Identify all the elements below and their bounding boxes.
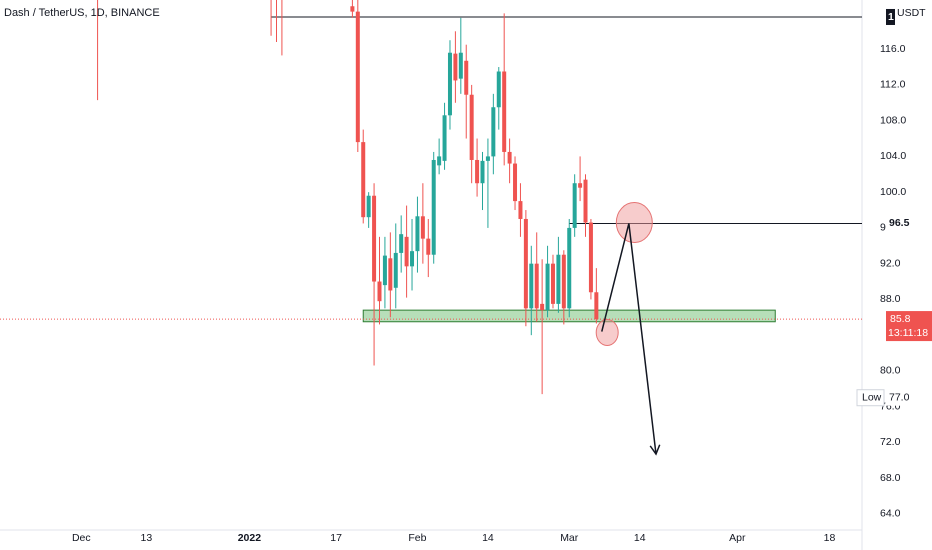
x-tick-label: 14 (482, 532, 494, 544)
candle-body (485, 156, 490, 161)
candle-body (491, 107, 496, 157)
y-tick-label: 92.0 (880, 257, 901, 269)
candle-body (572, 183, 577, 228)
y-tick-label: 116.0 (880, 43, 906, 55)
candle-body (475, 159, 480, 184)
line-label-box (886, 215, 912, 232)
candle-body (583, 179, 588, 223)
y-tick-label: 80.0 (880, 365, 901, 377)
candle-body (469, 94, 474, 160)
x-tick-label: Dec (72, 532, 91, 544)
x-tick-label: 2022 (238, 532, 262, 544)
candle-body (382, 255, 387, 286)
candle-body (393, 252, 398, 288)
candle-body (523, 218, 528, 309)
candle-body (361, 142, 366, 218)
candle-body (447, 52, 452, 116)
candle-body (578, 183, 583, 188)
candle-body (404, 236, 409, 267)
candle-body (355, 11, 360, 143)
line-label: 1 (888, 11, 894, 23)
candle-body (366, 195, 371, 218)
candle-body (437, 156, 442, 166)
candle-body (507, 151, 512, 164)
highlight-circle (615, 202, 653, 244)
candle-body (464, 60, 469, 95)
y-tick-label: 100.0 (880, 186, 906, 198)
candle-body (350, 6, 355, 12)
candle-body (534, 263, 539, 309)
candle-body (529, 263, 534, 309)
candle-body (426, 238, 431, 255)
line-label-box (886, 8, 895, 25)
candle-body (502, 71, 507, 152)
projection-arrow (601, 223, 657, 455)
candle-body (545, 263, 550, 311)
y-tick-label: 72.0 (880, 436, 901, 448)
low-box (856, 389, 885, 407)
candle-body (420, 216, 425, 239)
x-tick-label: 14 (634, 532, 646, 544)
plot (0, 0, 862, 456)
last-price-box (886, 311, 932, 342)
x-tick-label: Apr (729, 532, 746, 544)
candle-body (442, 115, 447, 161)
arrow-head (649, 444, 661, 456)
y-tick-label: 104.0 (880, 150, 906, 162)
line-label: 96.5 (889, 217, 910, 229)
candle-body (567, 227, 572, 309)
y-tick-label: 68.0 (880, 472, 901, 484)
low-value: 77.0 (889, 392, 910, 404)
candle-body (431, 159, 436, 255)
candle-body (550, 263, 555, 304)
candle-body (415, 216, 420, 252)
x-tick-label: 17 (330, 532, 342, 544)
candle-body (556, 254, 561, 304)
low-value-box (886, 389, 916, 406)
x-tick-label: Feb (408, 532, 426, 544)
candle-body (518, 201, 523, 219)
candle-body (410, 251, 415, 267)
x-tick-label: Mar (560, 532, 579, 544)
candle-body (388, 258, 393, 291)
last-price-label: 85.8 (890, 313, 911, 325)
y-tick-label: 112.0 (880, 79, 906, 91)
highlight-circle (595, 318, 619, 346)
currency: USDT (897, 7, 926, 19)
axes: 116.0112.0108.0104.0100.096.092.088.080.… (72, 8, 932, 544)
x-tick-label: 18 (824, 532, 836, 544)
x-tick-label: 13 (141, 532, 153, 544)
candle-body (496, 71, 501, 108)
candle-body (588, 222, 593, 293)
candle-body (399, 234, 404, 253)
candle-body (594, 292, 599, 320)
candle-body (458, 52, 463, 79)
candle-body (372, 195, 377, 282)
candle-body (480, 160, 485, 184)
candle-body (513, 163, 518, 202)
candle-body (377, 281, 382, 302)
chart-title: Dash / TetherUS, 1D, BINANCE (4, 7, 160, 19)
candle-body (561, 254, 566, 309)
y-tick-label: 88.0 (880, 293, 901, 305)
candle-body (540, 303, 545, 311)
countdown-label: 13:11:18 (888, 327, 928, 339)
y-tick-label: 64.0 (880, 508, 901, 520)
y-tick-label: 108.0 (880, 114, 906, 126)
low-text: Low (862, 392, 882, 404)
candle-body (453, 53, 458, 81)
